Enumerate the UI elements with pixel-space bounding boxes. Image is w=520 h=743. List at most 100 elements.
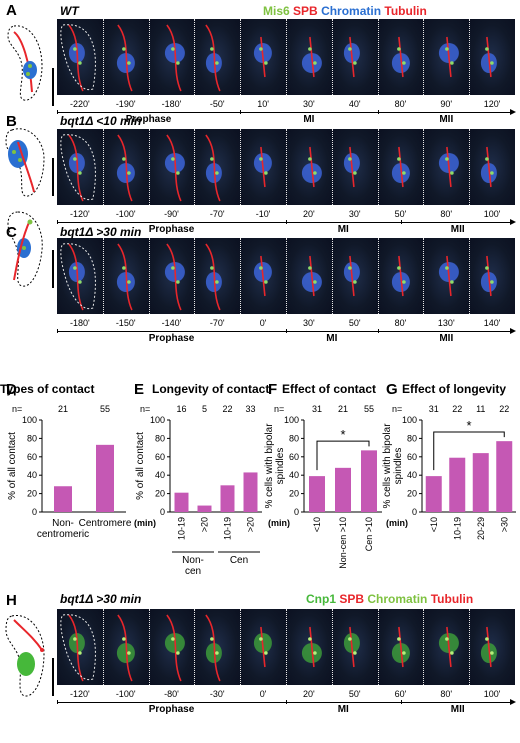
frame-divider: [194, 609, 196, 685]
frame-divider: [331, 609, 333, 685]
cell-image: [116, 24, 135, 92]
micrograph-frame: [57, 19, 103, 95]
spindle: [397, 36, 404, 78]
microtubule-bundle: [165, 134, 182, 202]
kinetochore-dot: [485, 47, 489, 51]
kinetochore-dot: [170, 266, 175, 270]
panel-letter-h: H: [6, 592, 17, 609]
y-tick-label: 0: [294, 507, 299, 517]
phase-label: MII: [450, 704, 465, 715]
time-label: -70': [209, 318, 225, 328]
phase-tick: [57, 220, 58, 224]
panel-letter-g: G: [386, 381, 398, 398]
cell-image: [254, 255, 273, 297]
cell-image: [205, 134, 223, 202]
chart-title: Effect of longevity: [402, 382, 506, 396]
frame-divider: [194, 129, 196, 205]
cell-image: [205, 24, 223, 92]
category-label: >20: [200, 517, 210, 532]
schematic-cell-a: [7, 25, 43, 101]
micrograph-frame: [148, 19, 195, 95]
frame-divider: [240, 238, 242, 314]
n-value: 22: [499, 404, 509, 414]
micrograph-frame: [240, 129, 286, 205]
scale-bar-c: [52, 250, 54, 288]
kinetochore-dot: [264, 171, 268, 175]
y-tick-label: 100: [284, 415, 299, 425]
kinetochore-dot: [396, 637, 401, 641]
kinetochore-dot: [73, 637, 77, 641]
panel-letter-a: A: [6, 2, 17, 19]
time-label: 100': [483, 209, 501, 219]
y-tick-label: 20: [289, 489, 299, 499]
cell-image: [116, 134, 135, 202]
microtubule-bundle: [68, 614, 84, 682]
y-tick-label: 100: [150, 415, 165, 425]
category-label: <10: [312, 517, 322, 532]
category-label: Cen >10: [364, 517, 374, 551]
time-label: -150': [115, 318, 136, 328]
y-tick-label: 0: [32, 507, 37, 517]
y-axis-label: % cells with bipolarspindles: [382, 423, 404, 509]
unit-label: (min): [268, 518, 290, 528]
bar: [243, 472, 258, 512]
time-axis-arrow: [510, 109, 516, 115]
cell-image: [301, 36, 322, 78]
kinetochore-dot: [450, 651, 455, 655]
micrograph-frame: [148, 238, 195, 314]
chart-title: Longevity of contact: [152, 382, 269, 396]
time-label: -70': [209, 209, 225, 219]
frame-divider: [286, 238, 287, 314]
kinetochore-dot: [170, 157, 175, 161]
frame-divider: [102, 609, 104, 685]
n-value: 22: [452, 404, 462, 414]
y-tick-label: 20: [27, 489, 37, 499]
frame-divider: [423, 609, 425, 685]
bar: [472, 453, 489, 512]
chart-title: Effect of contact: [282, 382, 376, 396]
kinetochore-dot: [308, 637, 312, 641]
micrograph-strip: [57, 129, 515, 205]
category-label: Non-cen >10: [338, 517, 348, 569]
kinetochore-dot: [352, 280, 357, 284]
micrograph-frame: [102, 609, 149, 685]
phase-tick: [57, 700, 58, 704]
panel-letter-d: D: [6, 381, 17, 398]
frame-divider: [240, 19, 242, 95]
phase-tick: [286, 329, 287, 333]
category-label: >20: [246, 517, 256, 532]
micrograph-frame: [331, 129, 378, 205]
micrograph-frame: [423, 129, 470, 205]
micrograph-frame: [377, 238, 424, 314]
micrograph-frame: [469, 238, 515, 314]
microtubule-bundle: [117, 243, 133, 311]
kinetochore-dot: [490, 171, 494, 175]
time-label: -180': [161, 99, 182, 109]
time-label: -120': [70, 689, 90, 699]
frame-divider: [377, 609, 379, 685]
kinetochore-dot: [490, 61, 494, 65]
cell-image: [60, 134, 96, 202]
frame-divider: [102, 19, 104, 95]
microtubule-bundle: [117, 614, 133, 682]
bar: [174, 492, 189, 512]
kinetochore-dot: [401, 280, 406, 284]
time-label: 60': [394, 689, 407, 699]
kinetochore-dot: [121, 637, 126, 641]
kinetochore-dot: [401, 651, 406, 655]
phase-tick: [377, 110, 379, 114]
frame-divider: [469, 238, 471, 314]
micrograph-frame: [240, 19, 286, 95]
kinetochore-dot: [175, 61, 180, 65]
micrograph-frame: [423, 19, 470, 95]
cell-image: [391, 255, 410, 297]
group-label: Cen: [230, 555, 248, 566]
micrograph-frame: [423, 609, 470, 685]
time-label: -90': [164, 209, 179, 219]
microtubule-bundle: [205, 614, 222, 682]
bar-charts: Types of contact n= 21 55 0 20 40 60 80 100 % of a…: [0, 382, 516, 577]
kinetochore-dot: [490, 651, 494, 655]
n-value: 31: [429, 404, 439, 414]
frame-divider: [194, 19, 196, 95]
kinetochore-dot: [78, 171, 82, 175]
